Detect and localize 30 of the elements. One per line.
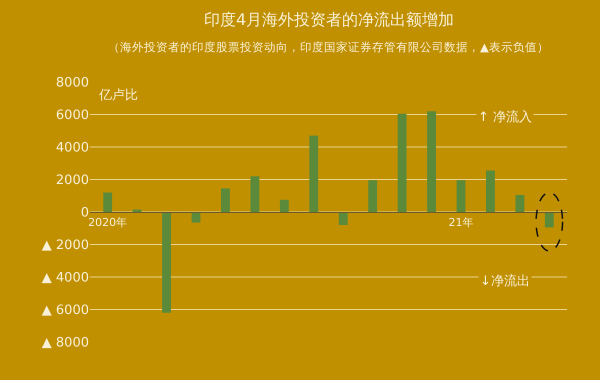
y-tick-label: 2000 xyxy=(56,173,89,188)
y-tick-label: ▲ 8000 xyxy=(42,336,89,351)
y-axis-title: 亿卢比 xyxy=(98,88,138,103)
annotation: ↓净流出 xyxy=(480,273,530,289)
bar xyxy=(368,180,378,212)
y-tick-label: ▲ 2000 xyxy=(42,238,89,254)
y-tick-label: 4000 xyxy=(56,140,89,156)
y-tick-label: 6000 xyxy=(56,108,89,124)
y-tick-label: 8000 xyxy=(56,76,89,91)
y-tick-label: ▲ 4000 xyxy=(42,270,89,286)
chart-title: 印度4月海外投资者的净流出额增加 xyxy=(204,10,454,29)
y-tick-label: ▲ 6000 xyxy=(42,303,89,318)
bar xyxy=(515,194,524,212)
chart-subtitle: （海外投资者的印度股票投资动向，印度国家证券存管有限公司数据，▲表示负值） xyxy=(108,40,549,54)
bar xyxy=(162,212,171,313)
bar xyxy=(456,180,466,212)
bar xyxy=(192,212,200,223)
bar xyxy=(398,114,407,212)
bar xyxy=(486,170,495,212)
x-tick-label: 21年 xyxy=(448,216,474,230)
annotation: ↑ 净流入 xyxy=(478,109,532,125)
bar xyxy=(250,176,260,212)
bar xyxy=(103,192,112,212)
bar xyxy=(280,200,289,212)
bar xyxy=(221,188,230,212)
bar xyxy=(309,136,318,212)
bar xyxy=(544,212,554,228)
y-tick-label: 0 xyxy=(80,206,89,221)
bar xyxy=(427,111,436,212)
x-tick-label: 2020年 xyxy=(88,216,128,230)
